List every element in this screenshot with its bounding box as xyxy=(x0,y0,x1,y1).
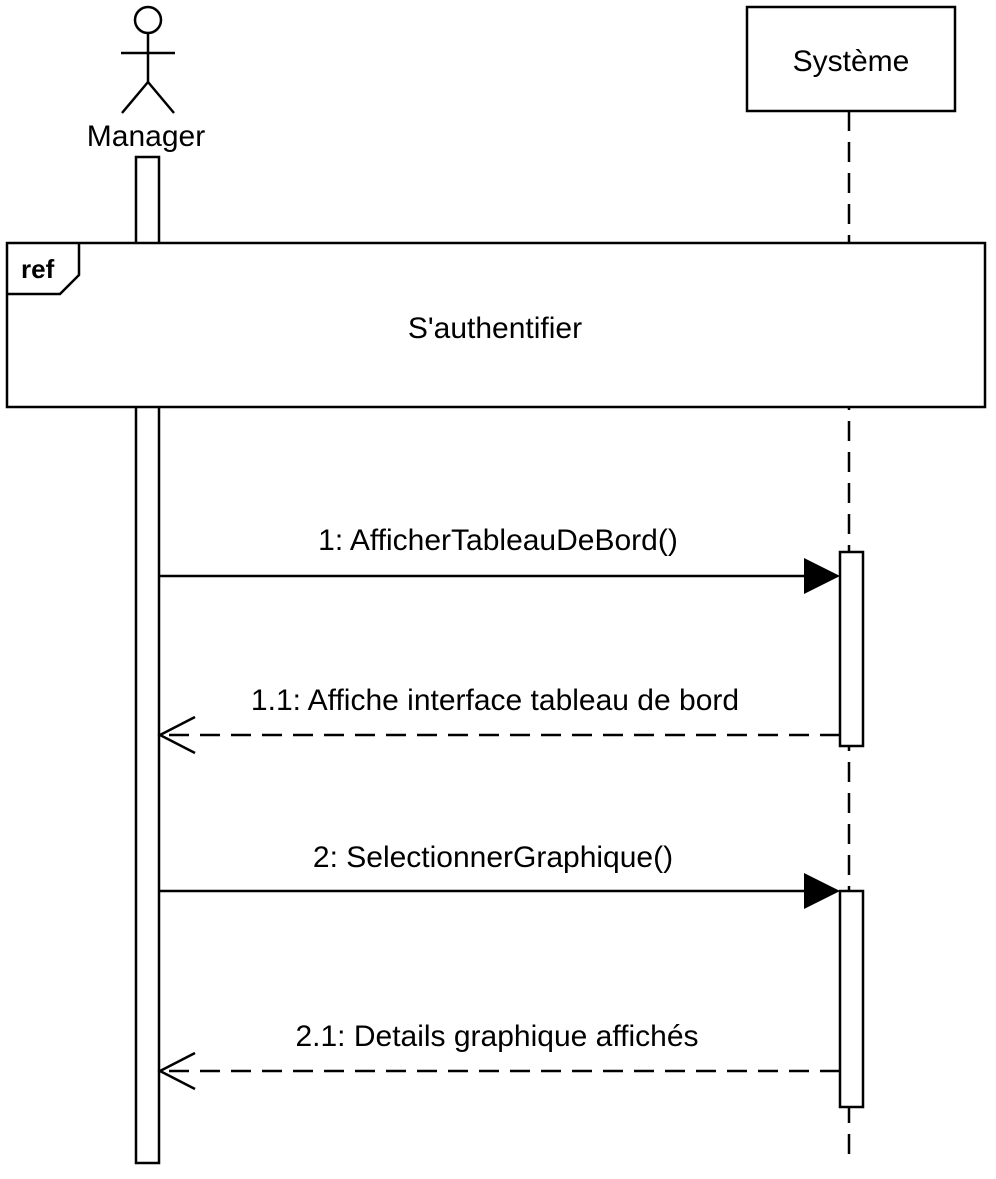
system-activation-bar-2 xyxy=(838,889,865,1109)
manager-activation-bar xyxy=(134,155,161,1165)
system-participant-name: Système xyxy=(793,45,910,78)
system-participant-box xyxy=(745,5,957,113)
system-activation-bar-1 xyxy=(838,550,865,748)
message-1-label: 1: AfficherTableauDeBord() xyxy=(318,524,678,557)
message-1-1-arrow xyxy=(157,715,840,755)
manager-actor-icon xyxy=(121,5,175,114)
message-2-1-label: 2.1: Details graphique affichés xyxy=(295,1020,698,1053)
message-2-label: 2: SelectionnerGraphique() xyxy=(313,841,673,874)
ref-frame: ref S'authentifier xyxy=(5,241,987,409)
message-1-arrow xyxy=(159,558,840,594)
actor-name: Manager xyxy=(87,120,205,153)
ref-frame-label: S'authentifier xyxy=(408,312,582,345)
message-2-arrow xyxy=(159,873,840,909)
message-1-1-label: 1.1: Affiche interface tableau de bord xyxy=(251,684,739,717)
message-2-1-arrow xyxy=(157,1051,840,1091)
ref-frame-tag: ref xyxy=(21,254,55,284)
